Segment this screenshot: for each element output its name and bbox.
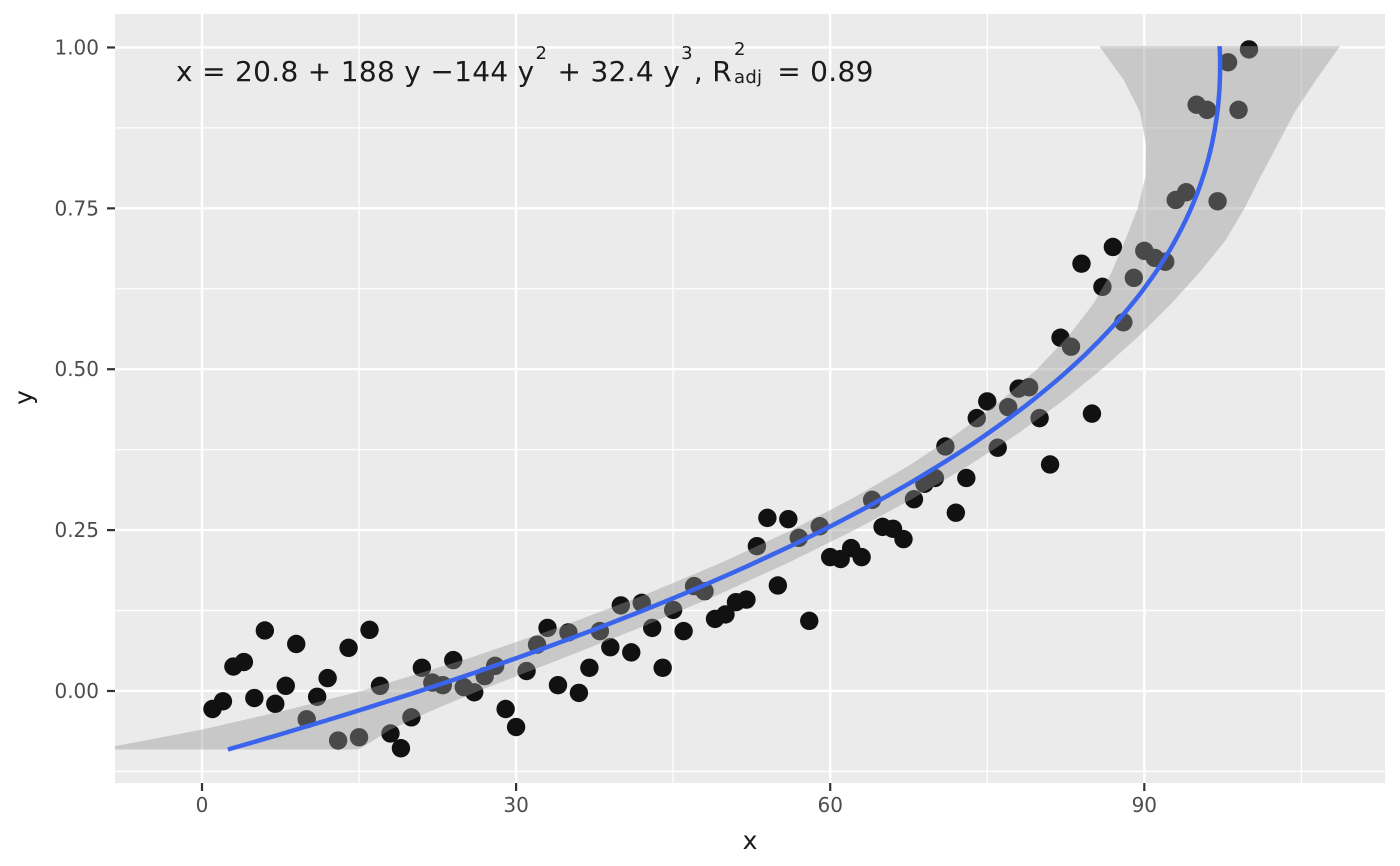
y-tick-label: 0.50 (54, 357, 99, 381)
data-point (506, 717, 526, 737)
data-point (1072, 254, 1091, 273)
y-axis-title: y (8, 390, 38, 405)
data-point (1124, 268, 1144, 288)
data-point (391, 739, 411, 758)
data-point (643, 618, 662, 638)
plot-panel (115, 14, 1385, 783)
data-point (213, 692, 233, 711)
data-point (967, 408, 986, 428)
data-point (611, 596, 631, 615)
data-point (276, 676, 295, 696)
data-point (412, 658, 432, 678)
data-point (234, 652, 254, 672)
data-point (601, 638, 620, 657)
data-point (339, 638, 358, 658)
data-point (758, 508, 777, 528)
data-point (360, 620, 379, 640)
data-point (245, 688, 264, 708)
data-point (1218, 53, 1238, 72)
data-point (569, 683, 589, 703)
y-tick-label: 0.75 (54, 196, 99, 220)
data-point (779, 509, 798, 529)
data-point (287, 634, 306, 654)
data-point (957, 468, 976, 488)
data-point (978, 392, 997, 411)
y-tick-label: 1.00 (54, 35, 99, 59)
data-point (517, 661, 536, 681)
equation-exponent-3: 3 (681, 42, 693, 64)
data-point (307, 687, 327, 706)
equation-r: , R (693, 55, 732, 88)
data-point (266, 694, 285, 714)
regression-line (227, 46, 1223, 752)
equation-annotation: x = 20.8 + 188 y −144 y2 + 32.4 y3, R 2 ad… (176, 39, 874, 88)
data-point (1030, 408, 1049, 428)
data-point (465, 683, 484, 702)
equation-exponent-2: 2 (535, 42, 548, 64)
data-point (852, 547, 871, 567)
data-point (1197, 100, 1217, 120)
equation-mid: + 32.4 y (548, 55, 681, 88)
data-point (1061, 337, 1081, 356)
data-point (1019, 378, 1039, 397)
r-squared-adj: 2 adj (734, 39, 763, 88)
x-axis-title: x (742, 826, 758, 855)
data-point (1082, 404, 1102, 423)
data-point (1229, 100, 1248, 120)
data-point (318, 668, 337, 688)
data-point (737, 590, 756, 609)
data-point (1208, 192, 1227, 211)
data-point (370, 676, 390, 696)
data-point (800, 611, 819, 631)
data-point (538, 618, 557, 638)
data-point (653, 658, 672, 678)
y-tick-label: 0.25 (54, 518, 99, 542)
data-point (1103, 237, 1123, 257)
data-point (1040, 455, 1060, 474)
data-point (1176, 183, 1196, 202)
data-point (768, 576, 788, 595)
data-point (349, 728, 369, 747)
x-tick-label: 60 (817, 793, 842, 817)
data-point (1093, 277, 1112, 297)
data-point (1239, 40, 1259, 59)
equation-value: = 0.89 (768, 55, 874, 88)
data-point (580, 658, 599, 678)
y-tick-label: 0.00 (54, 679, 99, 703)
data-point (255, 621, 275, 640)
data-point (904, 490, 924, 509)
data-point (328, 731, 348, 750)
x-tick-label: 90 (1132, 793, 1157, 817)
data-point (663, 600, 683, 620)
data-point (946, 503, 966, 522)
data-point (548, 675, 568, 695)
data-point (402, 708, 421, 727)
data-point (622, 643, 641, 662)
data-point (998, 397, 1018, 417)
data-point (381, 724, 400, 743)
data-point (936, 437, 955, 456)
x-tick-label: 0 (196, 793, 209, 817)
data-point (674, 621, 693, 641)
data-point (444, 650, 463, 670)
data-point (747, 536, 767, 556)
data-point (716, 605, 735, 624)
equation-prefix: x = 20.8 + 188 y −144 y (176, 55, 535, 88)
data-point (988, 438, 1007, 457)
data-point (894, 529, 913, 549)
x-tick-label: 30 (503, 793, 528, 817)
data-point (496, 699, 515, 719)
